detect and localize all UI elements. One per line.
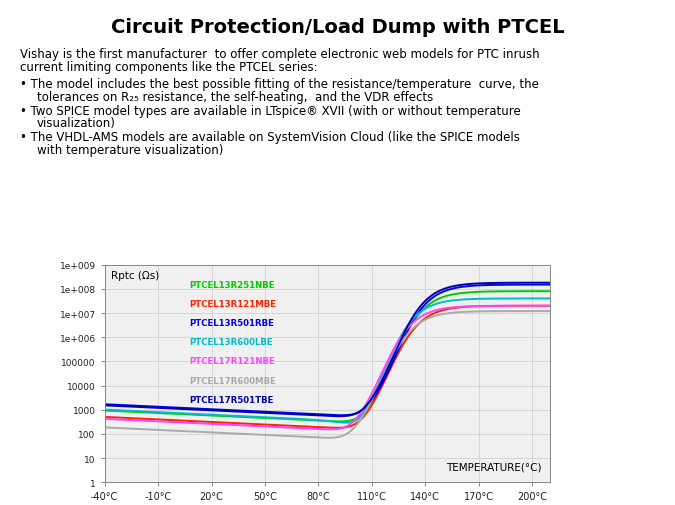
Text: • The VHDL-AMS models are available on SystemVision Cloud (like the SPICE models: • The VHDL-AMS models are available on S… <box>20 131 520 144</box>
Text: Vishay is the first manufacturer  to offer complete electronic web models for PT: Vishay is the first manufacturer to offe… <box>20 48 540 61</box>
Text: • The model includes the best possible fitting of the resistance/temperature  cu: • The model includes the best possible f… <box>20 78 539 91</box>
Text: PTCEL17R600MBE: PTCEL17R600MBE <box>189 376 276 385</box>
Text: TEMPERATURE(°C): TEMPERATURE(°C) <box>446 462 541 472</box>
Text: PTCEL13R501RBE: PTCEL13R501RBE <box>189 319 274 328</box>
Text: PTCEL13R600LBE: PTCEL13R600LBE <box>189 338 273 346</box>
Text: with temperature visualization): with temperature visualization) <box>37 143 223 157</box>
Text: tolerances on R₂₅ resistance, the self-heating,  and the VDR effects: tolerances on R₂₅ resistance, the self-h… <box>37 91 433 104</box>
Text: PTCEL13R121MBE: PTCEL13R121MBE <box>189 299 276 309</box>
Text: PTCEL17R121NBE: PTCEL17R121NBE <box>189 357 275 366</box>
Text: Rptc (Ωs): Rptc (Ωs) <box>111 271 159 281</box>
Text: PTCEL13R251NBE: PTCEL13R251NBE <box>189 280 275 289</box>
Text: Circuit Protection/Load Dump with PTCEL: Circuit Protection/Load Dump with PTCEL <box>111 18 564 37</box>
Text: • Two SPICE model types are available in LTspice® XVII (with or without temperat: • Two SPICE model types are available in… <box>20 105 521 118</box>
Text: visualization): visualization) <box>37 117 116 130</box>
Text: current limiting components like the PTCEL series:: current limiting components like the PTC… <box>20 61 318 74</box>
Text: PTCEL17R501TBE: PTCEL17R501TBE <box>189 395 273 404</box>
